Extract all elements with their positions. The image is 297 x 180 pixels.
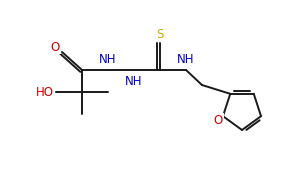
Text: NH: NH — [177, 53, 195, 66]
Text: NH: NH — [125, 75, 143, 87]
Text: HO: HO — [36, 86, 54, 98]
Text: S: S — [156, 28, 164, 40]
Text: NH: NH — [99, 53, 117, 66]
Text: O: O — [213, 114, 223, 127]
Text: O: O — [50, 40, 60, 53]
